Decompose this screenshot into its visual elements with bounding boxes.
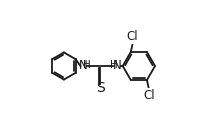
Text: Cl: Cl xyxy=(143,89,155,102)
Text: S: S xyxy=(96,81,104,95)
Text: Cl: Cl xyxy=(127,30,138,43)
Text: N: N xyxy=(78,59,87,72)
Text: N: N xyxy=(113,59,122,72)
Text: H: H xyxy=(82,60,90,70)
Text: H: H xyxy=(110,60,118,70)
